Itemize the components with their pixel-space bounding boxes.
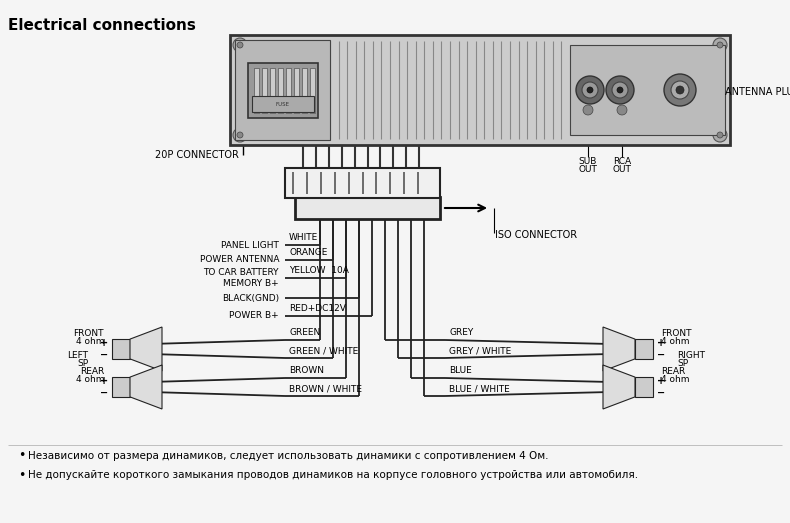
Bar: [570, 45, 725, 135]
Bar: [285, 168, 440, 198]
Bar: [286, 68, 291, 113]
Circle shape: [671, 81, 689, 99]
Text: 4 ohm: 4 ohm: [661, 375, 690, 384]
Text: BROWN: BROWN: [289, 366, 324, 375]
Text: RIGHT: RIGHT: [677, 351, 705, 360]
Text: REAR: REAR: [80, 367, 104, 376]
Text: ISO CONNECTOR: ISO CONNECTOR: [495, 230, 577, 240]
Text: POWER B+: POWER B+: [229, 312, 279, 321]
Text: GREY / WHITE: GREY / WHITE: [449, 346, 511, 355]
Circle shape: [233, 128, 247, 142]
Text: +: +: [100, 377, 108, 386]
Text: SUB: SUB: [579, 157, 597, 166]
Bar: [254, 68, 259, 113]
Bar: [295, 197, 440, 219]
Bar: [635, 377, 653, 397]
Text: TO CAR BATTERY
MEMORY B+: TO CAR BATTERY MEMORY B+: [204, 268, 279, 288]
Polygon shape: [130, 365, 162, 409]
Text: −: −: [657, 349, 665, 359]
Bar: [302, 68, 307, 113]
Circle shape: [587, 87, 593, 93]
Polygon shape: [603, 365, 635, 409]
Text: RED+DC12V: RED+DC12V: [289, 304, 346, 313]
Circle shape: [582, 82, 598, 98]
Polygon shape: [130, 327, 162, 371]
Bar: [252, 96, 314, 112]
Text: YELLOW  10A: YELLOW 10A: [289, 266, 349, 275]
Text: 4 ohm: 4 ohm: [76, 337, 104, 346]
Bar: [262, 68, 267, 113]
Text: PANEL LIGHT: PANEL LIGHT: [221, 241, 279, 249]
Text: +: +: [657, 377, 665, 386]
Text: 4 ohm: 4 ohm: [76, 375, 104, 384]
Circle shape: [612, 82, 628, 98]
Text: FRONT: FRONT: [661, 329, 691, 338]
Circle shape: [576, 76, 604, 104]
Circle shape: [676, 86, 684, 94]
Text: LEFT: LEFT: [67, 351, 88, 360]
Text: REAR: REAR: [661, 367, 685, 376]
Circle shape: [617, 87, 623, 93]
Text: POWER ANTENNA: POWER ANTENNA: [200, 256, 279, 265]
Bar: [230, 35, 730, 145]
Circle shape: [237, 132, 243, 138]
Circle shape: [237, 42, 243, 48]
Text: •: •: [18, 469, 25, 482]
Circle shape: [606, 76, 634, 104]
Text: Независимо от размера динамиков, следует использовать динамики с сопротивлением : Независимо от размера динамиков, следует…: [28, 451, 548, 461]
Bar: [294, 68, 299, 113]
Text: OUT: OUT: [578, 165, 597, 174]
Polygon shape: [603, 327, 635, 371]
Circle shape: [717, 42, 723, 48]
Text: +: +: [657, 338, 665, 348]
Circle shape: [583, 105, 593, 115]
Text: SP: SP: [677, 359, 688, 368]
Circle shape: [664, 74, 696, 106]
Bar: [235, 40, 330, 140]
Text: SP: SP: [77, 359, 88, 368]
Text: ANTENNA PLUG: ANTENNA PLUG: [725, 87, 790, 97]
Text: −: −: [657, 388, 665, 397]
Text: 20P CONNECTOR: 20P CONNECTOR: [155, 150, 239, 160]
Text: OUT: OUT: [612, 165, 631, 174]
Circle shape: [233, 38, 247, 52]
Bar: [278, 68, 283, 113]
Circle shape: [717, 132, 723, 138]
Text: •: •: [18, 449, 25, 462]
Text: −: −: [100, 388, 108, 397]
Text: GREEN / WHITE: GREEN / WHITE: [289, 346, 358, 355]
Bar: [310, 68, 315, 113]
Bar: [112, 377, 130, 397]
Text: Не допускайте короткого замыкания проводов динамиков на корпусе головного устрой: Не допускайте короткого замыкания провод…: [28, 470, 638, 480]
Text: +: +: [100, 338, 108, 348]
Bar: [248, 63, 318, 118]
Text: GREEN: GREEN: [289, 328, 320, 337]
Bar: [112, 339, 130, 359]
Bar: [635, 339, 653, 359]
Bar: [270, 68, 275, 113]
Circle shape: [713, 128, 727, 142]
Circle shape: [617, 105, 627, 115]
Text: 4 ohm: 4 ohm: [661, 337, 690, 346]
Text: FUSE: FUSE: [276, 101, 290, 107]
Text: Electrical connections: Electrical connections: [8, 18, 196, 33]
Text: GREY: GREY: [449, 328, 473, 337]
Text: BLUE: BLUE: [449, 366, 472, 375]
Text: RCA: RCA: [613, 157, 631, 166]
Text: ORANGE: ORANGE: [289, 248, 327, 257]
Text: WHITE: WHITE: [289, 233, 318, 242]
Text: BLACK(GND): BLACK(GND): [222, 293, 279, 302]
Text: −: −: [100, 349, 108, 359]
Text: BROWN / WHITE: BROWN / WHITE: [289, 384, 362, 393]
Text: FRONT: FRONT: [73, 329, 104, 338]
Text: BLUE / WHITE: BLUE / WHITE: [449, 384, 510, 393]
Circle shape: [713, 38, 727, 52]
